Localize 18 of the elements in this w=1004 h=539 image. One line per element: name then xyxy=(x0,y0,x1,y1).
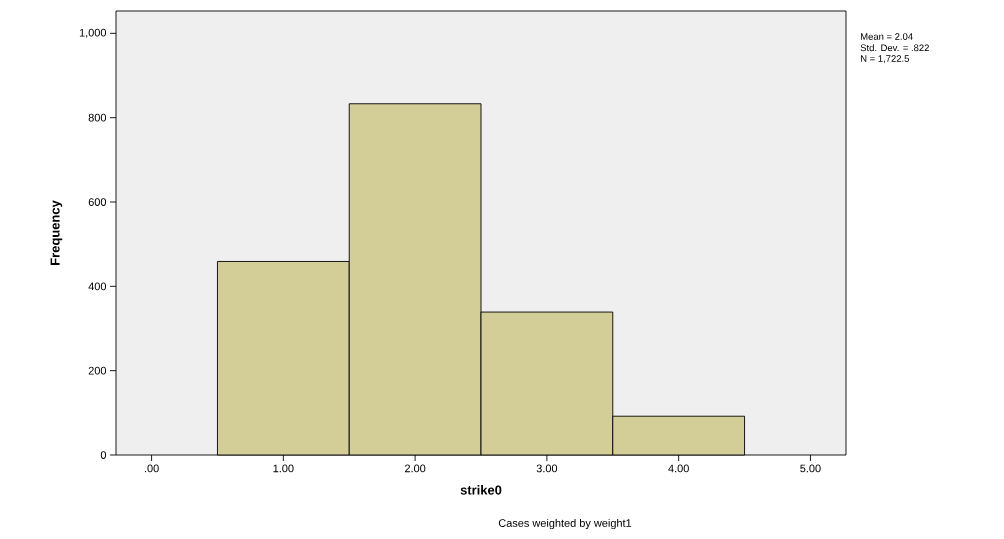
y-tick-label: 400 xyxy=(88,282,107,291)
y-tick-label: 600 xyxy=(88,198,107,206)
x-tick-label: 2.00 xyxy=(405,464,426,473)
y-tick-label: 200 xyxy=(88,366,107,375)
x-tick-label: 4.00 xyxy=(668,464,689,473)
y-axis-title: Frequency xyxy=(50,200,63,265)
y-tick-label: 0 xyxy=(100,451,107,459)
y-tick-label: 800 xyxy=(88,113,107,122)
x-tick-label: .00 xyxy=(144,464,159,473)
x-axis-title: strike0 xyxy=(460,485,502,495)
y-tick-label: 1,000 xyxy=(79,28,107,38)
text: Std. Dev. = .822 xyxy=(860,44,929,52)
x-tick-label: 3.00 xyxy=(536,464,558,473)
text: N = 1,722.5 xyxy=(860,55,910,64)
text: Mean = 2.04 xyxy=(860,33,913,40)
x-tick-label: 5.00 xyxy=(800,464,821,473)
x-tick-label: 1.00 xyxy=(273,464,294,473)
text: Cases weighted by weight1 xyxy=(498,518,632,530)
